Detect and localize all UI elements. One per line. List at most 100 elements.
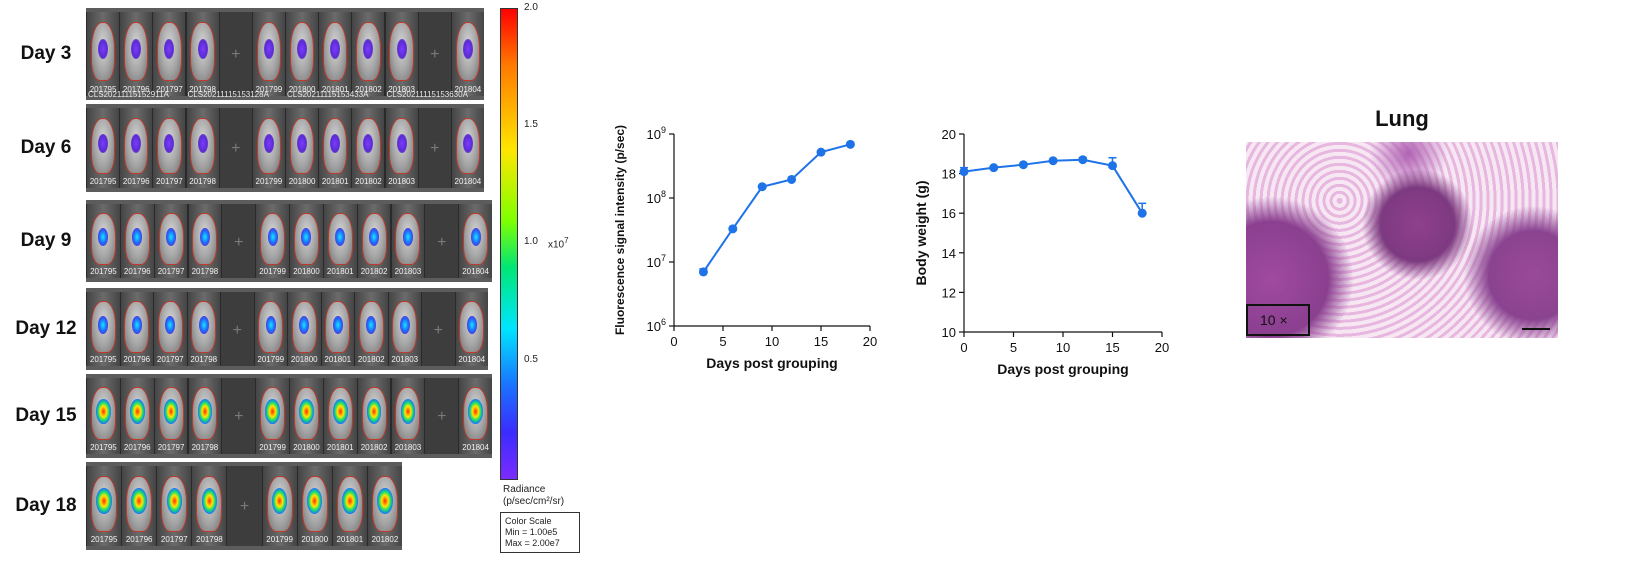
bioluminescence-signal	[342, 488, 358, 515]
bioluminescence-signal	[396, 133, 407, 154]
mouse-body	[361, 212, 387, 265]
mouse-frame: 201797	[153, 378, 189, 454]
mouse-frame: 201800	[287, 292, 322, 366]
image-caption: CLS20211115153128A	[187, 90, 269, 99]
bioluminescence-signal	[366, 399, 382, 424]
mouse-id: 201798	[191, 267, 219, 276]
mouse-body	[389, 117, 414, 174]
bioluminescence-signal	[263, 133, 274, 154]
mouse-frame: 201797	[153, 292, 188, 366]
fluorescence-chart-svg: 0 5 10 15 20 106 107 108 109 Days post grouping Fl…	[613, 125, 877, 371]
mouse-body	[289, 22, 315, 81]
mouse-frame: 201802	[366, 466, 402, 546]
mouse-body	[323, 117, 348, 174]
x-tick-label: 15	[1105, 340, 1119, 355]
imaging-strip: 201795 201796 201797 201798 201799 201800 2018…	[86, 200, 492, 282]
mouse-body	[301, 475, 328, 532]
mouse-id: 201796	[122, 85, 150, 94]
mouse-body	[293, 212, 319, 265]
mouse-id: 201800	[288, 177, 316, 186]
data-point	[1108, 161, 1117, 171]
mouse-id: 201802	[357, 355, 385, 364]
mouse-id: 201801	[324, 355, 352, 364]
mouse-id: 201803	[388, 85, 415, 94]
radiance-colorbar	[500, 8, 518, 480]
mouse-id: 201796	[123, 443, 151, 452]
y-tick-label: 16	[942, 206, 956, 221]
bioluminescence-signal	[98, 133, 109, 154]
bioluminescence-signal	[165, 315, 176, 334]
mouse-id: 201795	[90, 443, 117, 452]
bioluminescence-signal	[131, 488, 147, 515]
mouse-id: 201799	[259, 267, 286, 276]
data-point	[757, 182, 767, 192]
data-point	[698, 267, 708, 277]
bioluminescence-signal	[131, 315, 142, 334]
day-label: Day 15	[15, 405, 77, 426]
mouse-frame: 201801	[322, 204, 358, 278]
bioluminescence-signal	[366, 315, 377, 334]
mouse-frame: 201795	[86, 292, 121, 366]
x-tick-label: 20	[1155, 340, 1169, 355]
mouse-body	[266, 475, 293, 532]
bioluminescence-signal	[297, 38, 308, 60]
mouse-body	[90, 387, 116, 441]
mouse-id: 201804	[458, 355, 486, 364]
mouse-body	[124, 300, 150, 353]
mouse-id: 201800	[288, 85, 316, 94]
data-point	[816, 147, 826, 157]
mouse-body	[327, 212, 353, 265]
mouse-frame: 201797	[152, 108, 187, 188]
data-point	[1048, 156, 1058, 166]
empty-slot	[424, 204, 460, 278]
mouse-body	[395, 212, 421, 265]
imaging-strip: 201795 201796 201797 201798 201799 201800 2018…	[86, 374, 492, 458]
series-line	[702, 143, 851, 273]
mouse-id: 201798	[190, 355, 218, 364]
mouse-body	[157, 22, 182, 81]
empty-slot	[220, 292, 255, 366]
day-label: Day 3	[20, 43, 72, 64]
mouse-frame: 201801	[320, 292, 355, 366]
x-axis-label: Days post grouping	[997, 361, 1128, 377]
bioluminescence-signal	[197, 38, 208, 60]
data-point	[787, 174, 797, 184]
colorbar-tick: 1.5	[524, 119, 538, 130]
mouse-frame: 201804	[450, 12, 484, 96]
y-tick-label: 108	[647, 189, 666, 206]
colorbar-multiplier: x107	[548, 236, 569, 251]
mouse-frame: 201804	[458, 378, 492, 454]
mouse-id: 201801	[336, 535, 364, 544]
mouse-id: 201802	[355, 85, 382, 94]
mouse-frame: 201799	[261, 466, 298, 546]
mouse-id: 201803	[394, 443, 422, 452]
body-weight-chart: 0 5 10 15 20 10 12 14 16 18 20 Days post grouping Bo…	[906, 110, 1186, 405]
bioluminescence-signal	[396, 38, 407, 60]
mouse-body	[91, 475, 118, 532]
mouse-frame: 201797	[153, 204, 189, 278]
mouse-id: 201797	[156, 355, 184, 364]
mouse-id: 201798	[196, 535, 223, 544]
y-axis-label: Body weight (g)	[913, 181, 929, 286]
bioluminescence-signal	[470, 227, 481, 246]
mouse-frame: 201796	[119, 12, 154, 96]
mouse-id: 201798	[191, 443, 219, 452]
y-tick-label: 106	[647, 317, 666, 334]
mouse-body	[124, 387, 150, 441]
mouse-frame: 201797	[152, 12, 187, 96]
mouse-id: 201803	[394, 267, 422, 276]
mouse-frame: 201798	[187, 378, 223, 454]
mouse-body	[463, 387, 489, 441]
mouse-body	[126, 475, 153, 532]
mouse-body	[325, 300, 351, 353]
mouse-body	[356, 22, 381, 81]
mouse-id: 201804	[454, 177, 482, 186]
x-axis-label: Days post grouping	[706, 355, 837, 371]
imaging-panel: Day 3 201795 201796 201797 201798 201799 20180…	[0, 0, 600, 584]
mouse-frame: 201803	[384, 12, 419, 96]
mouse-frame: 201801	[318, 12, 353, 96]
color-scale-box: Color Scale Min = 1.00e5 Max = 2.00e7	[500, 512, 580, 553]
empty-slot	[218, 12, 253, 96]
bioluminescence-signal	[307, 488, 323, 515]
bioluminescence-signal	[263, 38, 274, 60]
